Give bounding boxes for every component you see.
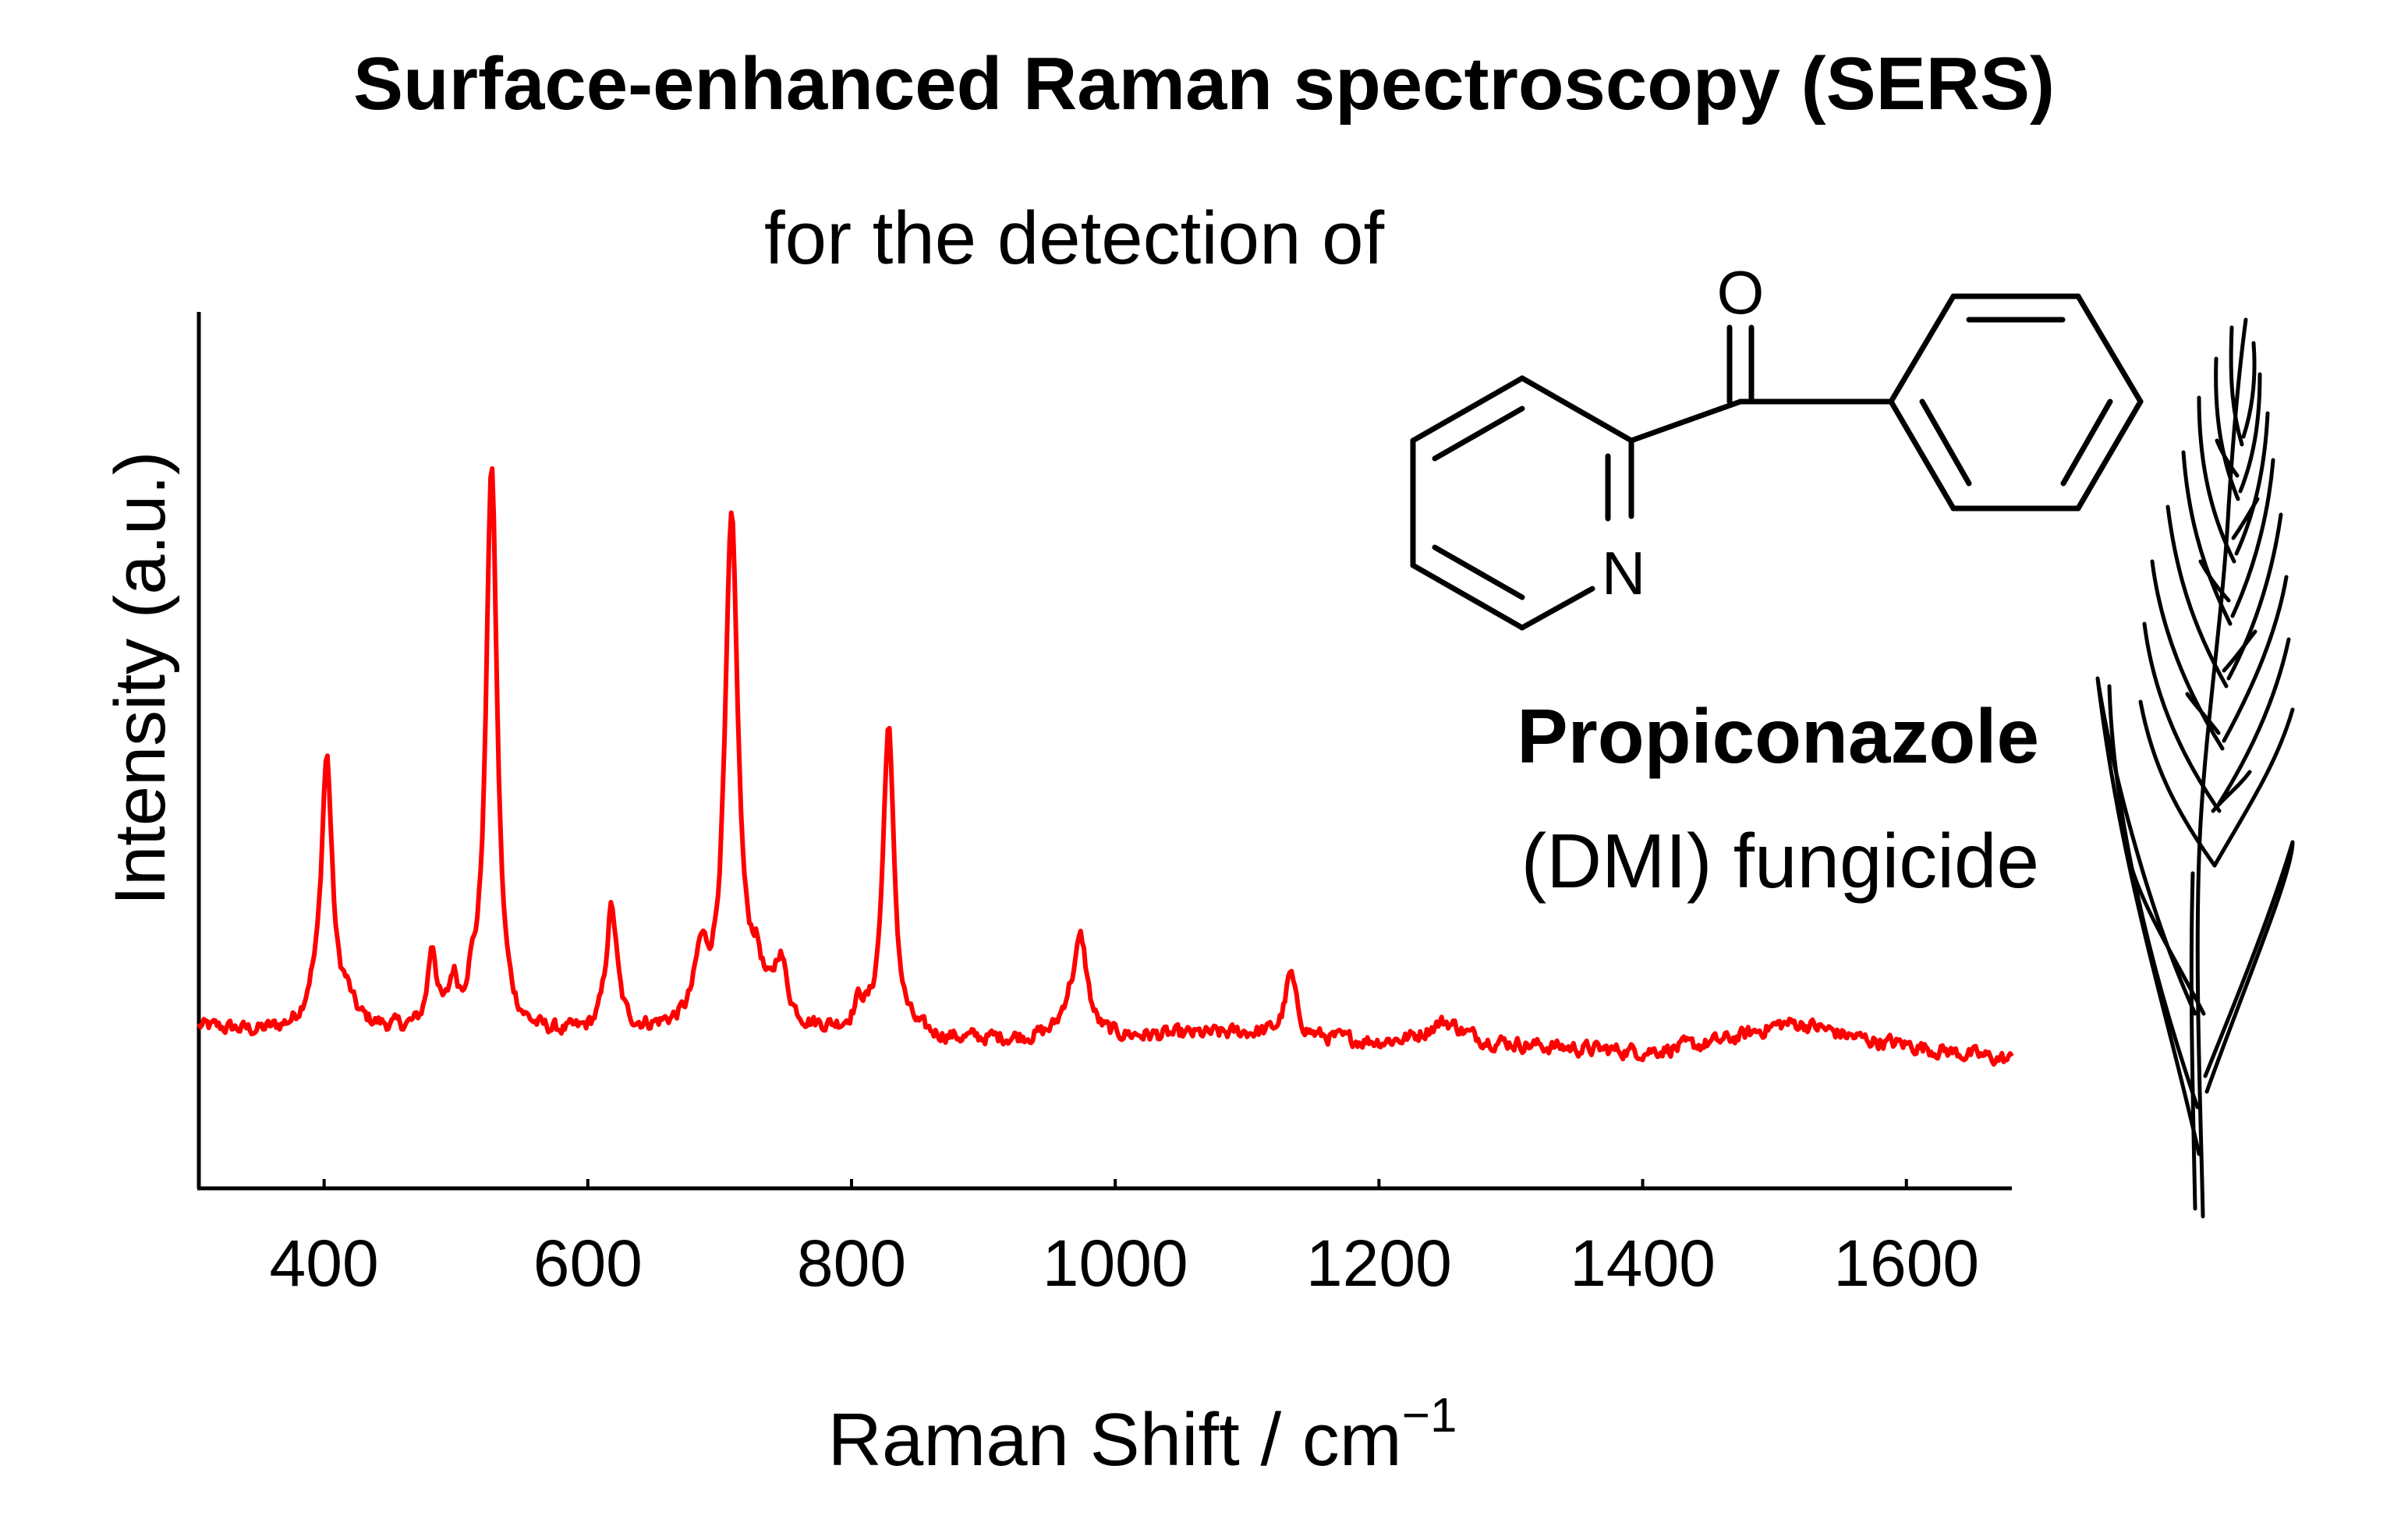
x-tick-label: 1400 [1570, 1227, 1716, 1300]
pyridine-double-bond [1432, 544, 1525, 600]
wheat-awn [2241, 341, 2257, 439]
wheat-awn [2150, 559, 2225, 751]
wheat-awn [2165, 504, 2229, 689]
wheat-grain [2231, 497, 2260, 540]
phenyl-ring-bond [1888, 293, 1956, 405]
x-ticks: 400 600 800 1000 1200 1400 1600 [270, 1179, 1979, 1300]
pyridine-ring-bond [1519, 375, 1634, 444]
spectrum-series-line [197, 466, 2014, 1067]
pyridine-double-bond [1432, 405, 1525, 462]
wheat-awn [2197, 395, 2236, 564]
wheat-stem-shadow [2189, 871, 2197, 1211]
phenyl-ring-bond [1888, 398, 1956, 512]
phenyl-double-bond [1919, 398, 1972, 487]
wheat-awn [2214, 356, 2240, 501]
x-tick-label: 1200 [1306, 1227, 1452, 1300]
wheat-awn [2238, 372, 2262, 494]
x-tick-label: 600 [533, 1227, 643, 1300]
nitrogen-atom-label: N [1602, 539, 1645, 607]
wheat-grain [2185, 692, 2221, 735]
ketone-bond [1628, 398, 1744, 444]
compound-name: Propiconazole [1517, 693, 2039, 779]
x-tick-label: 800 [797, 1227, 906, 1300]
wheat-leaf [2203, 840, 2295, 1094]
wheat-grain [2198, 559, 2231, 603]
wheat-awn [2229, 325, 2244, 447]
wheat-awn [2226, 512, 2283, 681]
phenyl-double-bond [2060, 398, 2113, 487]
wheat-awn [2222, 575, 2289, 743]
wheat-leaf [2126, 855, 2206, 1016]
axes [197, 312, 2012, 1191]
x-axis-label: Raman Shift / cm−1 [828, 1392, 1457, 1478]
x-tick-label: 1000 [1043, 1227, 1188, 1300]
wheat-awn [2181, 450, 2233, 626]
wheat-awn [2217, 637, 2291, 805]
series-layer [197, 466, 2014, 1067]
phenyl-ring-bond [2075, 293, 2144, 405]
compound-class: (DMI) fungicide [1521, 818, 2039, 904]
pyridine-ring-bond [1519, 586, 1595, 631]
wheat-awn [2212, 707, 2295, 868]
wheat-illustration [2095, 317, 2295, 1219]
pyridine-ring-bond [1410, 562, 1525, 631]
phenyl-ring-bond [2075, 398, 2144, 512]
pyridine-ring-bond [1410, 375, 1525, 444]
wheat-grain [2215, 438, 2240, 478]
wheat-leaf [2107, 684, 2200, 1110]
wheat-grain [2222, 629, 2258, 673]
wheat-leaf [2095, 676, 2201, 1156]
x-axis-label-text: Raman Shift / cm [827, 1398, 1402, 1482]
x-axis-label-exponent: −1 [1401, 1389, 1457, 1443]
x-tick-label: 1600 [1833, 1227, 1979, 1300]
wheat-awn [2138, 699, 2217, 868]
wheat-grain [2211, 770, 2252, 813]
chart-title: Surface-enhanced Raman spectroscopy (SER… [353, 42, 2055, 126]
x-tick-label: 400 [270, 1227, 379, 1300]
wheat-awn [2230, 458, 2275, 618]
chart-subtitle: for the detection of [764, 196, 1385, 280]
oxygen-atom-label: O [1717, 258, 1765, 327]
wheat-awn [2142, 621, 2222, 813]
chemical-structure [1410, 293, 2144, 631]
wheat-awn [2234, 411, 2270, 556]
